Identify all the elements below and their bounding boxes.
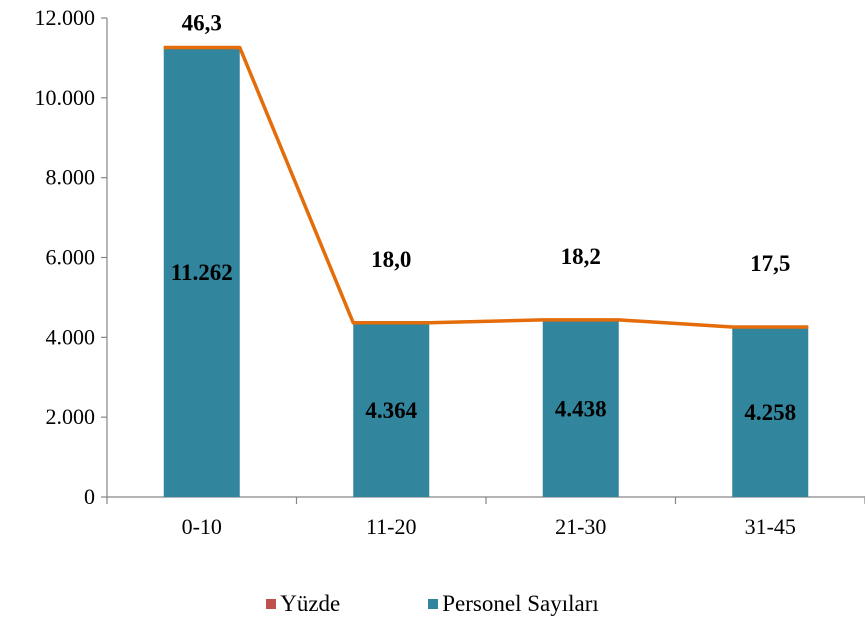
legend-swatch-yuzde (266, 599, 277, 609)
percent-label: 17,5 (750, 251, 790, 276)
percent-label: 18,2 (561, 244, 601, 269)
y-tick-label: 4.000 (46, 324, 96, 349)
trend-line (163, 45, 809, 329)
percent-label: 18,0 (371, 247, 411, 272)
bar (163, 47, 240, 498)
percent-label: 46,3 (182, 10, 222, 35)
y-tick-label: 6.000 (46, 245, 96, 270)
bar-value-label: 4.438 (555, 396, 607, 421)
chart-labels: 11.262 4.364 4.438 4.258 46,3 18,0 18,2 17,5 (171, 10, 796, 425)
chart-trend-line (163, 45, 809, 329)
x-tick-label: 11-20 (366, 514, 417, 539)
x-tick-label: 31-45 (745, 514, 796, 539)
y-tick-label: 10.000 (35, 85, 96, 110)
legend-item-yuzde: Yüzde (266, 591, 340, 617)
y-tick-label: 2.000 (46, 404, 96, 429)
bar (353, 322, 430, 497)
legend-swatch-personel (428, 599, 439, 609)
bar (542, 319, 619, 497)
x-tick-label: 21-30 (555, 514, 606, 539)
x-tick-label: 0-10 (182, 514, 222, 539)
bar (732, 327, 809, 497)
y-tick-label: 8.000 (46, 165, 96, 190)
y-tick-label: 12.000 (35, 5, 96, 30)
chart-legend: Yüzde Personel Sayıları (0, 586, 865, 622)
chart-axes: 0 2.000 4.000 6.000 8.000 10.000 12.000 0-10 11-… (35, 5, 865, 539)
chart-bars (163, 46, 809, 498)
bar-value-label: 4.364 (365, 398, 417, 423)
legend-label-personel: Personel Sayıları (442, 591, 599, 616)
legend-item-personel: Personel Sayıları (428, 591, 599, 617)
bar-value-label: 11.262 (171, 260, 233, 285)
y-tick-label: 0 (84, 484, 95, 509)
bar-value-label: 4.258 (744, 400, 796, 425)
legend-label-yuzde: Yüzde (280, 591, 341, 616)
